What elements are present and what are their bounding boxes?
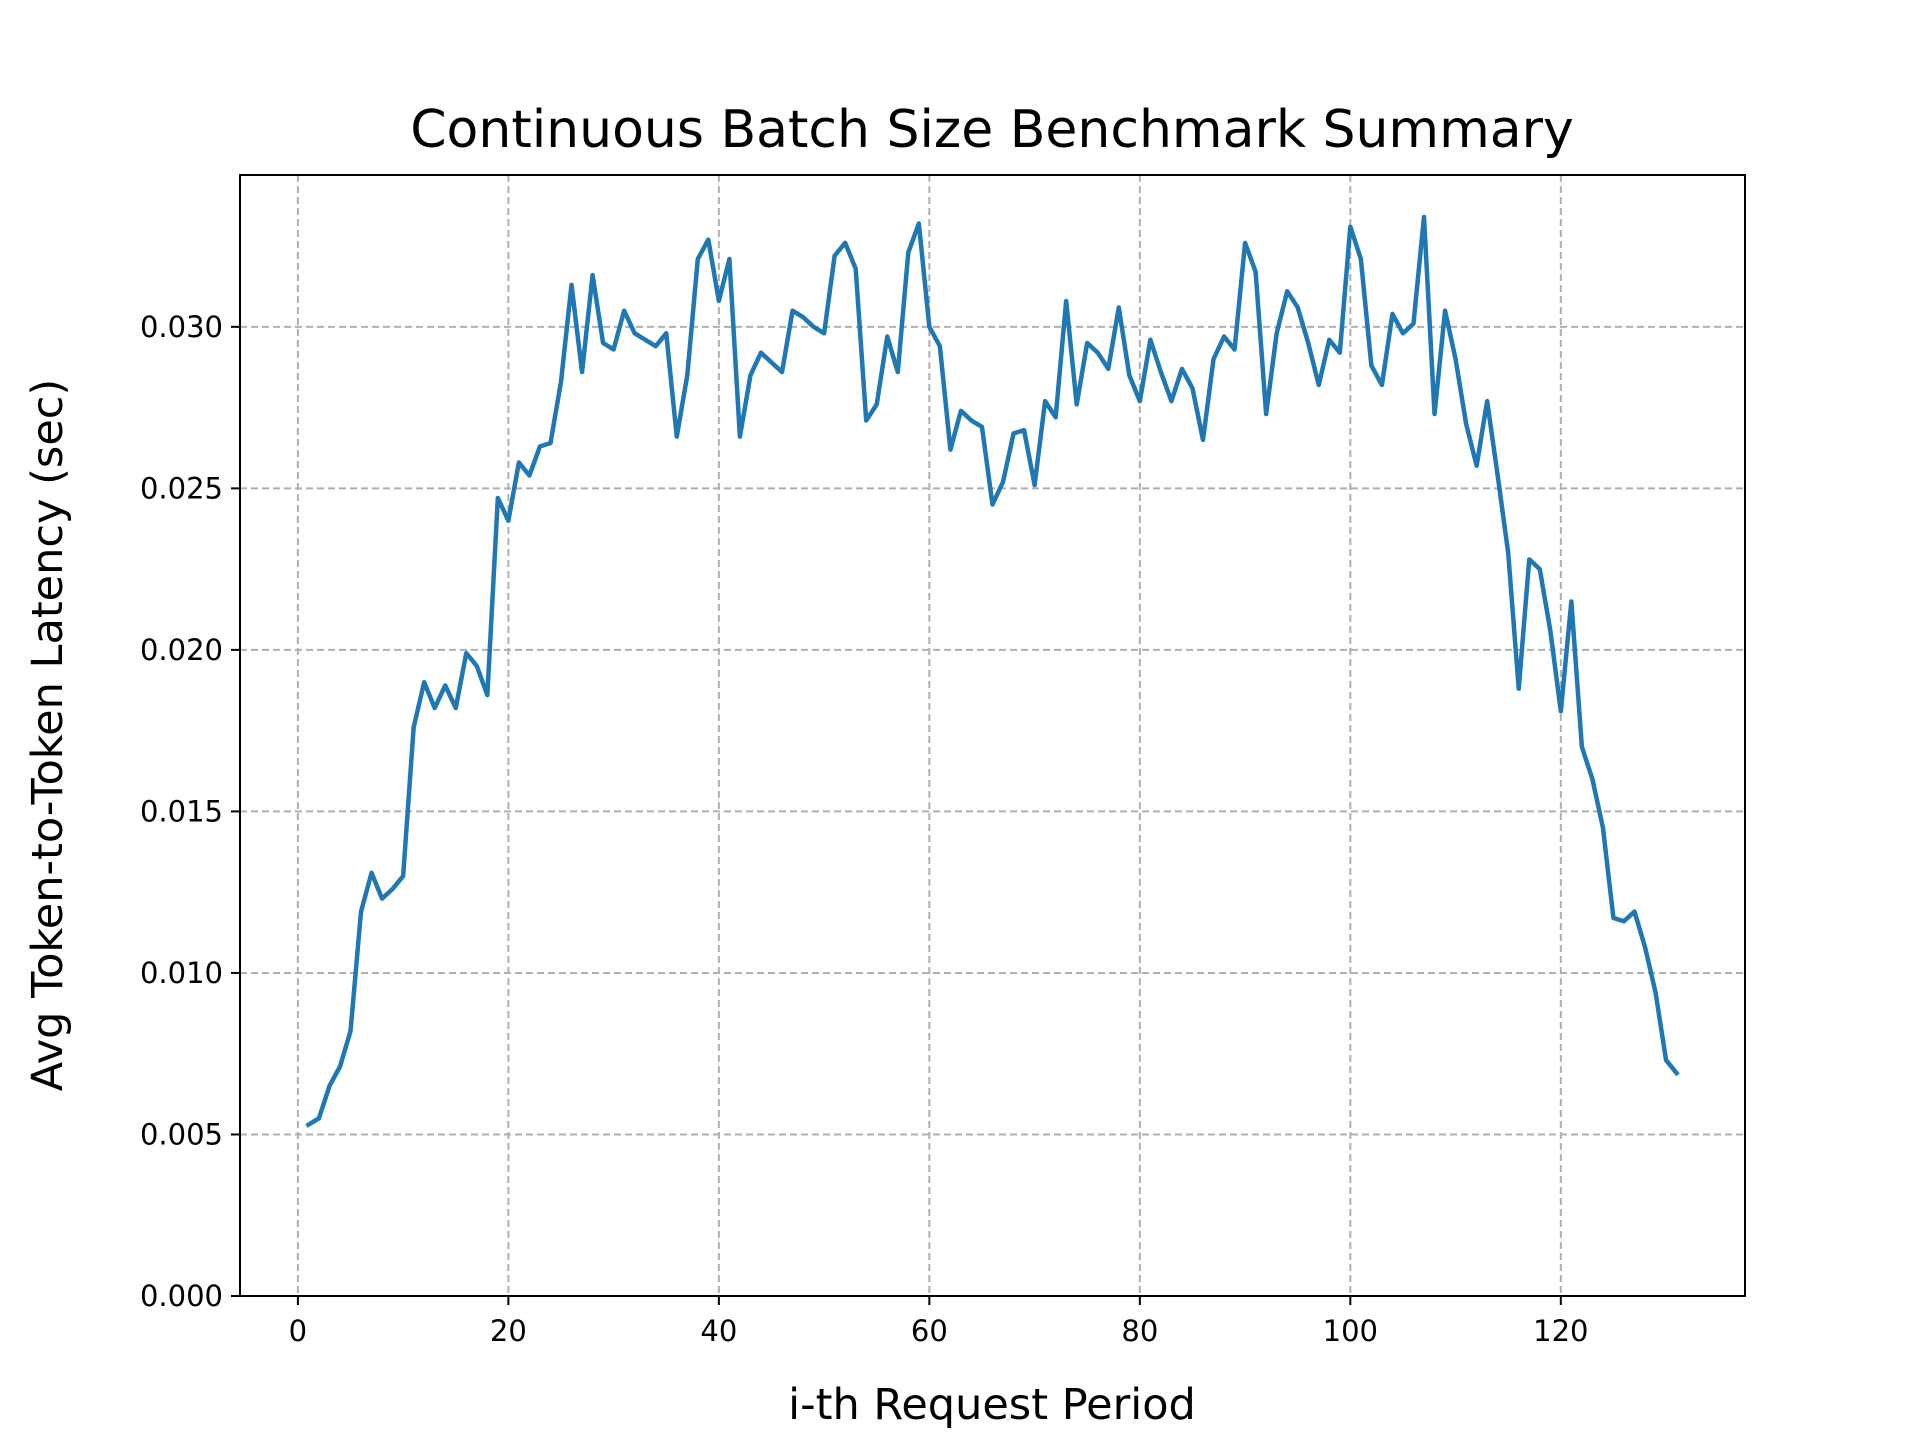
y-axis-label: Avg Token-to-Token Latency (sec): [23, 379, 73, 1091]
y-tick-label: 0.010: [140, 956, 223, 990]
x-tick-label: 40: [700, 1314, 737, 1348]
plot-area-frame: [239, 174, 1746, 1297]
chart-title: Continuous Batch Size Benchmark Summary: [410, 100, 1574, 160]
x-tick-label: 80: [1121, 1314, 1158, 1348]
y-tick-label: 0.030: [140, 310, 223, 344]
series-layer: [305, 214, 1680, 1128]
series-line: [305, 214, 1680, 1128]
y-tick-label: 0.015: [140, 794, 223, 828]
x-tick-label: 100: [1323, 1314, 1378, 1348]
x-tick-label: 60: [911, 1314, 948, 1348]
y-tick-label: 0.000: [140, 1279, 223, 1313]
x-tick-label: 120: [1533, 1314, 1588, 1348]
y-tick-label: 0.025: [140, 471, 223, 505]
x-axis-ticks: 0 20 40 60 80 100 120: [289, 1296, 1589, 1348]
x-axis-label: i-th Request Period: [788, 1380, 1196, 1430]
grid-lines: [240, 175, 1745, 1296]
y-tick-label: 0.005: [140, 1117, 223, 1151]
x-tick-label: 20: [490, 1314, 527, 1348]
y-tick-label: 0.020: [140, 633, 223, 667]
y-axis-ticks: 0.000 0.005 0.010 0.015 0.020 0.025 0.030: [140, 310, 240, 1313]
x-tick-label: 0: [289, 1314, 307, 1348]
